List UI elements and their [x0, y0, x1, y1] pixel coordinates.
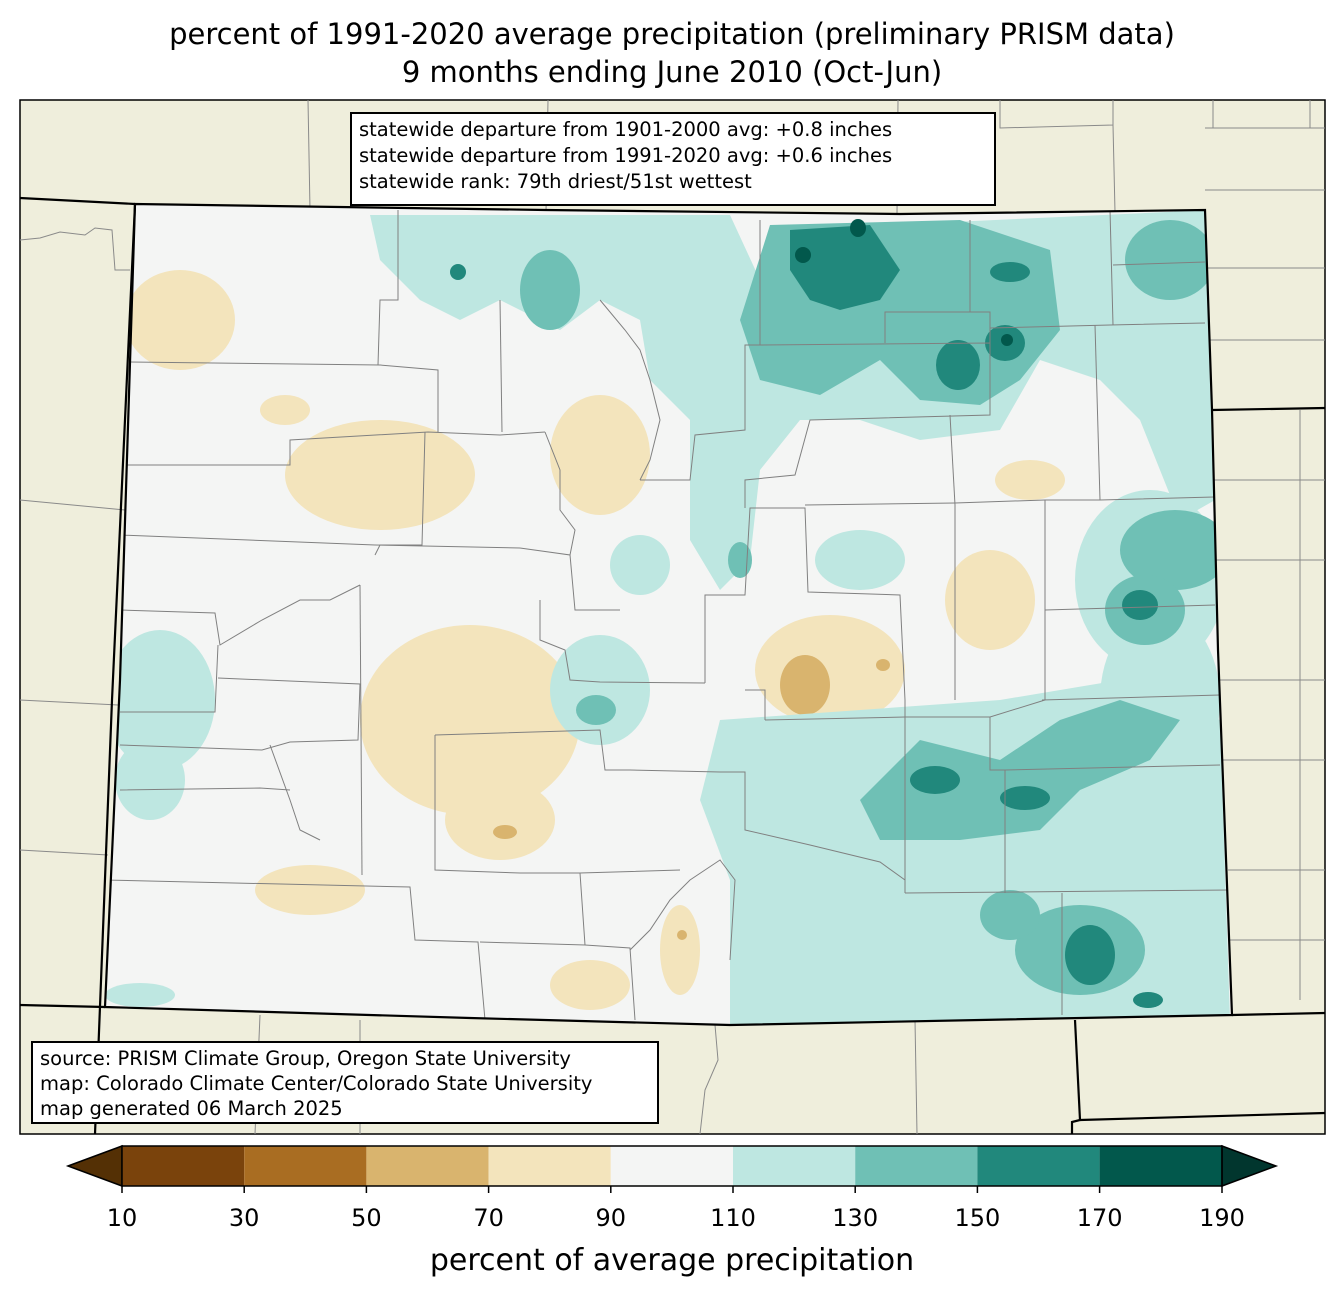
precipitation-field [105, 204, 1232, 1025]
state-borders [19, 196, 1326, 1135]
legend-title: percent of average precipitation [429, 1243, 915, 1278]
colorbar-segment-70-90 [488, 1146, 611, 1186]
stats-departure-1991-2020: statewide departure from 1991-2020 avg: … [359, 144, 893, 167]
legend-tick-label: 90 [595, 1204, 627, 1232]
generated-date-line: map generated 06 March 2025 [40, 1097, 343, 1120]
stats-departure-1901-2000: statewide departure from 1901-2000 avg: … [359, 118, 893, 141]
map-credit-line: map: Colorado Climate Center/Colorado St… [40, 1072, 593, 1095]
colorbar-segment-130-150 [855, 1146, 978, 1186]
statewide-stats-box: statewide departure from 1901-2000 avg: … [350, 112, 996, 206]
source-line: source: PRISM Climate Group, Oregon Stat… [40, 1047, 571, 1070]
colorbar-segment-90-110 [610, 1146, 733, 1186]
colorbar-extend-high [1221, 1144, 1279, 1188]
legend-tick-label: 110 [710, 1204, 756, 1232]
colorbar-segment-150-170 [977, 1146, 1100, 1186]
legend-tick-label: 50 [351, 1204, 382, 1232]
stats-rank: statewide rank: 79th driest/51st wettest [359, 170, 752, 193]
colorbar-segment-30-50 [244, 1146, 367, 1186]
legend-tick-label: 150 [954, 1204, 1001, 1232]
legend-tick-label: 30 [228, 1204, 260, 1232]
legend-tick-label: 10 [106, 1204, 138, 1232]
colorbar-extend-low [65, 1144, 123, 1188]
legend-colorbar [65, 1144, 1279, 1193]
source-box: source: PRISM Climate Group, Oregon Stat… [31, 1041, 659, 1124]
colorbar-segment-110-130 [733, 1146, 856, 1186]
county-boundaries [105, 209, 1231, 1021]
legend-tick-label: 70 [473, 1204, 504, 1232]
colorbar-segment-10-30 [122, 1146, 245, 1186]
legend-tick-label: 190 [1199, 1204, 1245, 1232]
legend-tick-label: 170 [1076, 1204, 1123, 1232]
map-subtitle: 9 months ending June 2010 (Oct-Jun) [401, 55, 943, 89]
legend-tick-label: 130 [832, 1204, 879, 1232]
colorbar-segment-170-190 [1099, 1146, 1222, 1186]
colorbar-segment-50-70 [366, 1146, 489, 1186]
map-title: percent of 1991-2020 average precipitati… [169, 17, 1175, 51]
